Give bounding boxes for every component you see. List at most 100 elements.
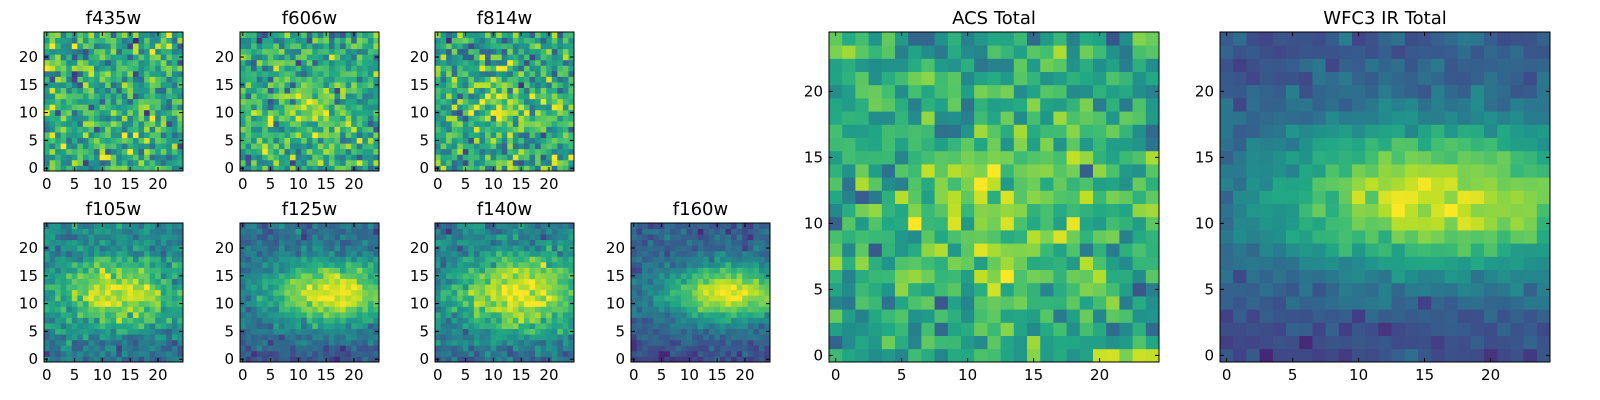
heatmap-cell <box>60 317 67 324</box>
heatmap-cell <box>468 132 475 139</box>
heatmap-cell <box>334 126 341 133</box>
heatmap-cell <box>105 159 112 166</box>
heatmap-cell <box>1000 216 1015 231</box>
heatmap-cell <box>166 289 173 296</box>
heatmap-cell <box>518 87 525 94</box>
heatmap-cell <box>127 104 134 111</box>
heatmap-cell <box>686 250 693 257</box>
heatmap-cell <box>328 311 335 318</box>
heatmap-cell <box>490 159 497 166</box>
heatmap-cell <box>144 120 151 127</box>
y-tick-label: 15 <box>410 267 429 285</box>
heatmap-cell <box>468 317 475 324</box>
heatmap-cell <box>468 154 475 161</box>
heatmap-cell <box>306 345 313 352</box>
heatmap-cell <box>736 223 743 229</box>
x-tick-label: 10 <box>93 175 112 193</box>
heatmap-cell <box>1119 216 1133 231</box>
heatmap-cell <box>149 328 156 335</box>
heatmap-cell <box>345 109 352 116</box>
heatmap-cell <box>138 284 145 291</box>
heatmap-cell <box>1145 190 1160 204</box>
heatmap-cell <box>485 109 491 116</box>
heatmap-cell <box>356 93 363 100</box>
heatmap-cell <box>77 261 84 268</box>
heatmap-cell <box>345 345 352 352</box>
heatmap-cell <box>77 250 84 257</box>
heatmap-cell <box>49 115 56 122</box>
heatmap-cell <box>568 345 575 352</box>
heatmap-cell <box>334 54 341 61</box>
heatmap-cell <box>562 115 569 122</box>
heatmap-cell <box>675 328 682 335</box>
heatmap-cell <box>71 104 78 111</box>
heatmap-cell <box>301 278 308 285</box>
heatmap-cell <box>703 311 710 318</box>
heatmap-cell <box>132 159 139 166</box>
heatmap-cell <box>351 228 358 235</box>
heatmap-cell <box>323 350 330 357</box>
heatmap-cell <box>631 306 637 313</box>
heatmap-cell <box>240 59 246 66</box>
heatmap-cell <box>66 137 73 144</box>
heatmap-cell <box>446 273 453 279</box>
heatmap-cell <box>71 120 78 127</box>
heatmap-cell <box>110 350 117 357</box>
heatmap-cell <box>708 273 715 279</box>
heatmap-cell <box>485 76 491 83</box>
heatmap-cell <box>328 154 335 161</box>
heatmap-cell <box>256 278 263 285</box>
heatmap-cell <box>557 250 564 257</box>
heatmap-cell <box>490 126 497 133</box>
heatmap-cell <box>166 323 173 330</box>
heatmap-cell <box>273 223 280 229</box>
heatmap-cell <box>540 70 547 77</box>
heatmap-cell <box>121 345 128 352</box>
heatmap-cell <box>535 32 542 38</box>
heatmap-cell <box>725 228 732 235</box>
heatmap-cell <box>160 109 167 116</box>
heatmap-cell <box>562 267 569 274</box>
heatmap-cell <box>127 109 134 116</box>
heatmap-cell <box>55 82 62 88</box>
heatmap-cell <box>479 239 486 246</box>
heatmap-cell <box>55 356 62 363</box>
heatmap-cell <box>440 32 447 38</box>
heatmap-cell <box>177 154 184 161</box>
heatmap-cell <box>501 65 508 72</box>
heatmap-cell <box>435 37 441 44</box>
heatmap-cell <box>714 228 721 235</box>
heatmap-cell <box>546 59 553 66</box>
heatmap-cell <box>535 323 542 330</box>
heatmap-cell <box>479 65 486 72</box>
heatmap-cell <box>49 126 56 133</box>
heatmap-cell <box>881 243 896 257</box>
heatmap-cell <box>490 43 497 50</box>
heatmap-cell <box>435 239 441 246</box>
heatmap-cell <box>681 228 687 235</box>
heatmap-cell <box>66 300 73 307</box>
heatmap-cell <box>373 278 380 285</box>
heatmap-cell <box>121 148 128 155</box>
heatmap-cell <box>301 273 308 279</box>
heatmap-cell <box>127 98 134 105</box>
heatmap-cell <box>440 223 447 229</box>
heatmap-cell <box>692 228 699 235</box>
heatmap-cell <box>742 334 749 341</box>
heatmap-cell <box>1000 282 1015 297</box>
heatmap-cell <box>451 334 458 341</box>
heatmap-cell <box>49 154 56 161</box>
heatmap-cell <box>653 278 660 285</box>
heatmap-cell <box>753 350 760 357</box>
heatmap-cell <box>551 148 558 155</box>
heatmap-cell <box>631 350 637 357</box>
heatmap-cell <box>356 267 363 274</box>
heatmap-cell <box>351 317 358 324</box>
heatmap-cell <box>132 115 139 122</box>
heatmap-cell <box>446 328 453 335</box>
heatmap-cell <box>934 243 949 257</box>
heatmap-cell <box>251 165 258 172</box>
heatmap-cell <box>367 32 374 38</box>
heatmap-cell <box>868 190 883 204</box>
heatmap-cell <box>568 115 575 122</box>
